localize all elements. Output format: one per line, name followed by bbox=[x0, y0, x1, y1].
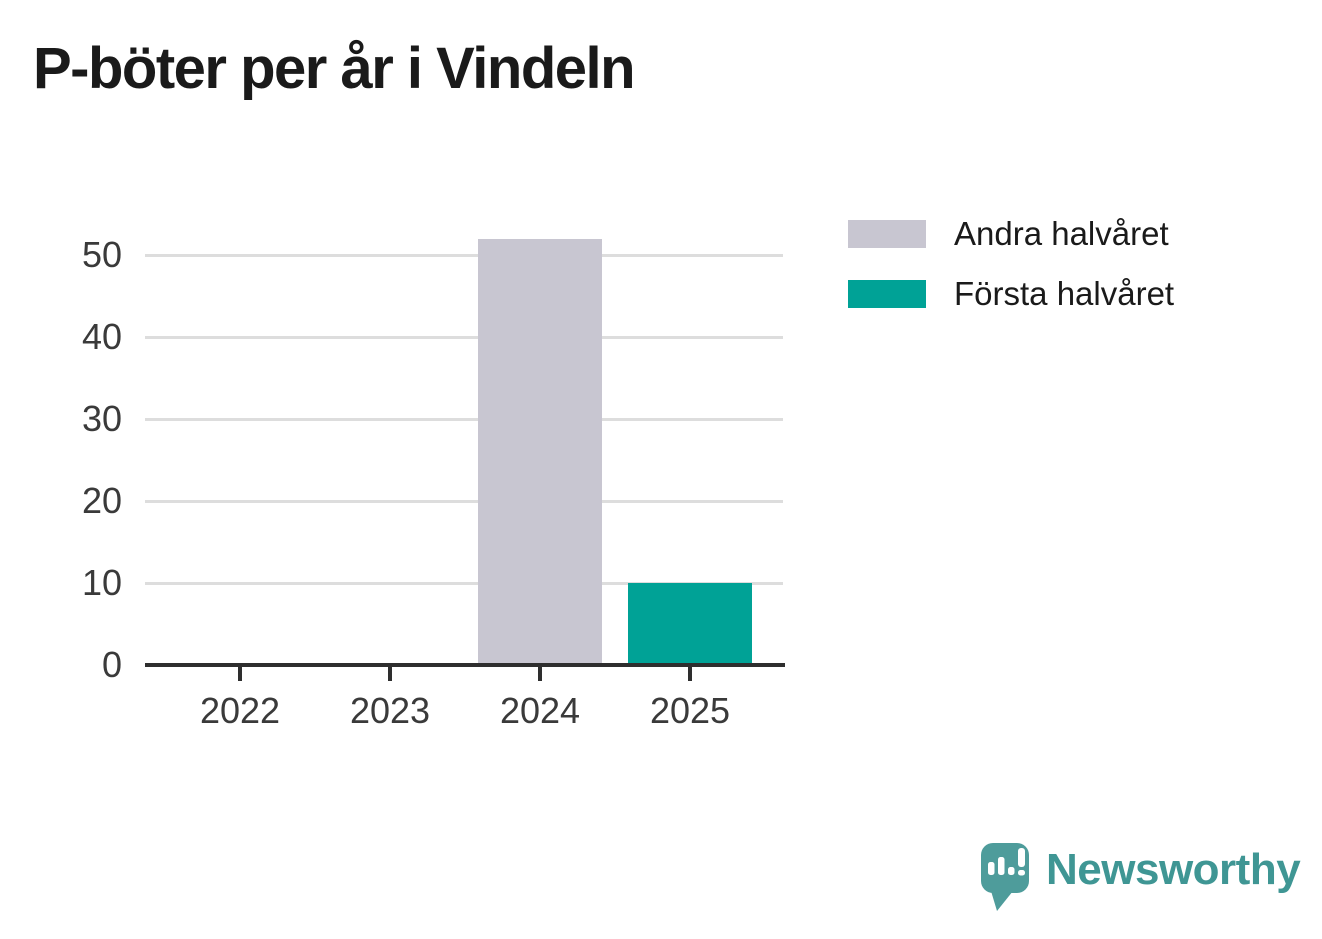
branding-footer: Newsworthy bbox=[980, 842, 1301, 916]
y-tick-label: 30 bbox=[81, 398, 122, 439]
gridline bbox=[145, 499, 783, 503]
x-axis-tick bbox=[238, 665, 242, 681]
legend-item-forsta-halvaret: Första halvåret bbox=[848, 275, 1175, 313]
legend-item-andra-halvaret: Andra halvåret bbox=[848, 215, 1174, 252]
legend-swatch bbox=[848, 280, 926, 309]
logo-bubble-tail bbox=[991, 891, 1013, 911]
x-tick-label: 2023 bbox=[349, 690, 431, 731]
x-axis-tick bbox=[388, 665, 392, 681]
x-axis-tick bbox=[688, 665, 692, 681]
y-tick-label: 20 bbox=[81, 480, 122, 521]
x-tick-label: 2022 bbox=[199, 690, 281, 731]
y-tick-label: 40 bbox=[81, 316, 122, 357]
chart-title: P-böter per år i Vindeln bbox=[33, 36, 636, 101]
gridline bbox=[145, 581, 783, 585]
x-axis-tick bbox=[538, 665, 542, 681]
chart-legend: Andra halvåret Första halvåret bbox=[848, 215, 1175, 337]
bar-segment bbox=[628, 583, 752, 665]
logo-bubble bbox=[981, 843, 1029, 893]
y-tick-label: 0 bbox=[101, 644, 122, 685]
gridline bbox=[145, 253, 783, 257]
y-tick-label: 10 bbox=[81, 562, 122, 603]
gridline bbox=[145, 335, 783, 339]
legend-label: Första halvåret bbox=[954, 275, 1175, 313]
legend-label: Andra halvåret bbox=[954, 215, 1169, 252]
legend-swatch bbox=[848, 220, 926, 249]
brand-wordmark: Newsworthy bbox=[1046, 845, 1301, 894]
x-axis-line bbox=[145, 663, 785, 667]
bar-segment bbox=[478, 238, 602, 665]
newsworthy-logo-icon bbox=[981, 843, 1029, 911]
y-tick-label: 50 bbox=[81, 234, 122, 275]
x-tick-label: 2025 bbox=[649, 690, 731, 731]
gridline bbox=[145, 417, 783, 421]
x-tick-label: 2024 bbox=[499, 690, 581, 731]
